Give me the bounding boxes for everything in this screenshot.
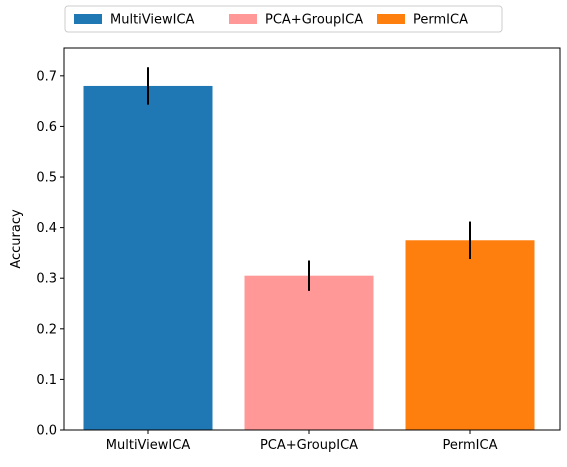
error-bars	[147, 67, 471, 291]
y-axis-label: Accuracy	[9, 209, 24, 269]
y-tick-label: 0.5	[36, 171, 57, 186]
bar-pca-groupica	[244, 275, 374, 430]
bar-permica	[405, 240, 535, 430]
y-tick-label: 0.1	[36, 373, 57, 388]
legend-swatch	[74, 14, 102, 24]
bars	[83, 85, 535, 430]
plot-frame	[63, 47, 561, 431]
x-tick-label: MultiViewICA	[106, 438, 191, 453]
legend-label: PCA+GroupICA	[265, 13, 363, 28]
y-axis: 0.0 0.1 0.2 0.3 0.4 0.5 0.6 0.7	[36, 69, 64, 439]
y-tick-label: 0.0	[36, 424, 57, 439]
y-tick-label: 0.6	[36, 120, 57, 135]
x-tick-label: PermICA	[443, 438, 498, 453]
legend-swatch	[377, 14, 405, 24]
y-tick-label: 0.4	[36, 221, 57, 236]
legend-label: MultiViewICA	[110, 13, 195, 28]
y-tick-label: 0.2	[36, 322, 57, 337]
x-axis: MultiViewICA PCA+GroupICA PermICA	[106, 430, 498, 453]
legend-frame	[64, 5, 503, 33]
x-tick-label: PCA+GroupICA	[260, 438, 358, 453]
y-tick-label: 0.3	[36, 272, 57, 287]
y-tick-label: 0.7	[36, 69, 57, 84]
legend: MultiViewICA PCA+GroupICA PermICA	[64, 5, 503, 33]
legend-swatch	[229, 14, 257, 24]
legend-label: PermICA	[413, 13, 468, 28]
bar-multiviewica	[83, 85, 213, 430]
